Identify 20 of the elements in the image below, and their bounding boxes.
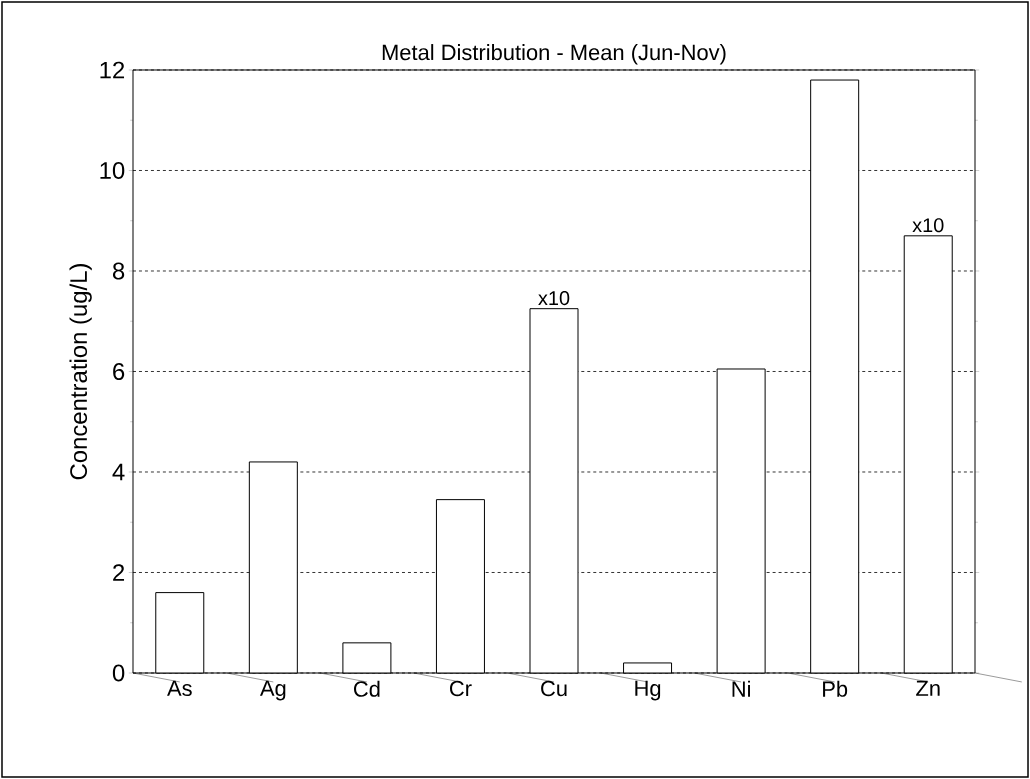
y-tick-label: 2	[113, 564, 125, 581]
y-tick-label: 12	[100, 61, 125, 79]
chart-title: Metal Distribution - Mean (Jun-Nov)	[382, 44, 726, 65]
x-tick-label: Zn	[916, 680, 940, 696]
annotation: x10	[538, 291, 570, 306]
y-tick-label: 4	[112, 463, 125, 481]
x-tick-label: Ag	[259, 680, 286, 701]
x-tick-label: Ni	[732, 680, 750, 697]
annotation: x10	[912, 218, 944, 233]
y-tick-label: 10	[100, 162, 125, 179]
y-tick-label: 0	[112, 664, 125, 682]
y-axis-title: Concentration (ug/L)	[69, 264, 92, 480]
y-tick-label: 8	[112, 262, 125, 280]
x-tick-label: Cu	[541, 680, 567, 697]
x-tick-label: As	[167, 680, 192, 697]
x-tick-label: Pb	[823, 680, 848, 697]
x-tick-label: Cd	[353, 680, 380, 697]
x-tick-label: Cr	[449, 680, 472, 697]
x-tick-label: Hg	[635, 680, 661, 701]
y-tick-label: 6	[113, 363, 125, 380]
